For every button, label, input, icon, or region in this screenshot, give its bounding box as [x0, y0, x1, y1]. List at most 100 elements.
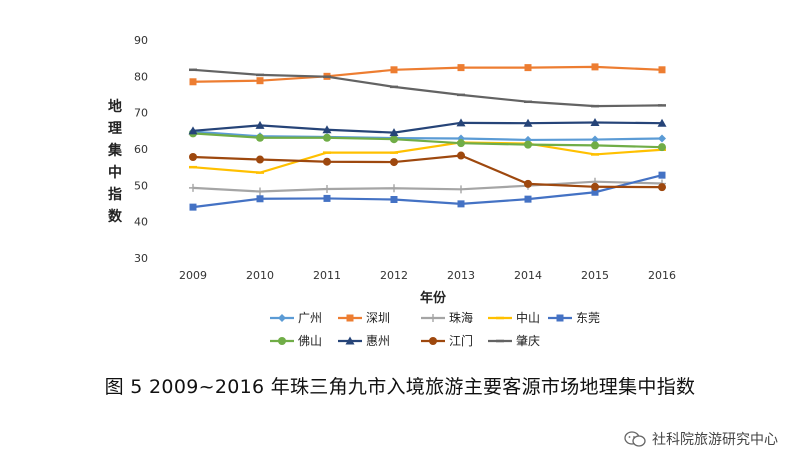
series-江门 [189, 151, 666, 192]
legend-item: 深圳 [338, 311, 390, 325]
legend-label: 中山 [516, 310, 540, 325]
data-point [524, 195, 532, 203]
x-tick-label: 2016 [648, 269, 676, 282]
legend-label: 肇庆 [516, 333, 540, 348]
data-point [591, 135, 599, 144]
figure-caption: 图 5 2009~2016 年珠三角九市入境旅游主要客源市场地理集中指数 [104, 376, 696, 398]
y-tick-label: 40 [134, 216, 148, 229]
legend-swatch-marker [346, 314, 354, 322]
series-惠州 [188, 117, 667, 137]
x-tick-label: 2013 [447, 269, 475, 282]
data-point [457, 64, 465, 72]
y-tick-label: 90 [134, 34, 148, 47]
data-point [323, 184, 331, 193]
data-point [524, 140, 532, 149]
data-point [390, 196, 398, 204]
legend-item: 江门 [421, 333, 473, 348]
y-axis-ticks: 30 40 50 60 70 80 90 [134, 34, 148, 265]
series-line [192, 130, 663, 142]
series-line [192, 154, 663, 189]
data-point [256, 155, 264, 164]
legend-label: 东莞 [576, 311, 600, 325]
data-point [188, 126, 198, 135]
x-tick-label: 2014 [514, 269, 542, 282]
x-tick-label: 2009 [179, 269, 207, 282]
legend-swatch-marker [345, 336, 355, 345]
data-point [256, 195, 264, 203]
x-tick-label: 2011 [313, 269, 341, 282]
legend-item: 珠海 [421, 310, 473, 325]
x-axis-title: 年份 [420, 290, 447, 306]
data-point [457, 185, 465, 194]
legend-item: 东莞 [548, 311, 600, 325]
series-line [192, 180, 663, 193]
watermark-text: 社科院旅游研究中心 [652, 432, 778, 448]
data-point [390, 184, 398, 193]
data-point [256, 77, 264, 85]
data-point [591, 188, 599, 196]
data-point [658, 183, 666, 192]
data-point [591, 63, 599, 71]
data-point [523, 118, 533, 127]
x-tick-label: 2012 [380, 269, 408, 282]
data-point [658, 134, 666, 143]
x-tick-label: 2015 [581, 269, 609, 282]
legend-swatch-marker [278, 314, 286, 322]
data-point [323, 194, 331, 202]
data-point [456, 118, 466, 127]
data-point [457, 151, 465, 160]
data-point [390, 135, 398, 144]
data-point [189, 152, 197, 161]
legend-label: 惠州 [366, 334, 390, 348]
series-line [192, 121, 663, 134]
data-point [524, 179, 532, 188]
data-point [323, 133, 331, 142]
watermark: 社科院旅游研究中心 [624, 429, 778, 449]
legend-item: 广州 [270, 311, 322, 325]
y-axis-title: 地理集中指数 [108, 99, 122, 225]
data-point [658, 66, 666, 74]
data-point [256, 133, 264, 142]
data-point [524, 64, 532, 72]
x-tick-label: 2010 [246, 269, 274, 282]
data-point [189, 78, 197, 86]
data-point [323, 157, 331, 166]
data-point [255, 120, 265, 129]
series-line [192, 65, 663, 83]
data-point [389, 128, 399, 137]
data-point [390, 66, 398, 74]
data-point [591, 182, 599, 191]
y-tick-label: 70 [134, 107, 148, 120]
y-tick-label: 50 [134, 179, 148, 192]
legend-item: 中山 [488, 310, 540, 325]
legend-item: 惠州 [338, 334, 390, 348]
legend-label: 佛山 [298, 334, 322, 348]
legend-swatch-marker [429, 337, 437, 345]
legend-label: 江门 [449, 333, 473, 348]
legend-label: 深圳 [366, 311, 390, 325]
data-point [590, 117, 600, 126]
data-point [390, 158, 398, 167]
series-line [192, 132, 663, 149]
series-line [192, 141, 663, 174]
data-point [457, 139, 465, 148]
wechat-icon [624, 431, 646, 447]
series-珠海 [189, 177, 666, 196]
data-point [658, 143, 666, 152]
legend-swatch-marker [278, 337, 286, 345]
series-line [192, 68, 663, 108]
legend-item: 肇庆 [488, 333, 540, 348]
series-lines [188, 63, 667, 211]
data-point [256, 187, 264, 196]
x-axis-ticks: 2009 2010 2011 2012 2013 2014 2015 2016 [179, 269, 676, 282]
legend-label: 广州 [298, 311, 322, 325]
y-tick-label: 80 [134, 70, 148, 83]
data-point [189, 183, 197, 192]
y-tick-label: 60 [134, 143, 148, 156]
legend-item: 佛山 [270, 334, 322, 348]
legend-swatch-marker [429, 314, 437, 322]
data-point [591, 141, 599, 150]
legend-label: 珠海 [449, 310, 473, 325]
